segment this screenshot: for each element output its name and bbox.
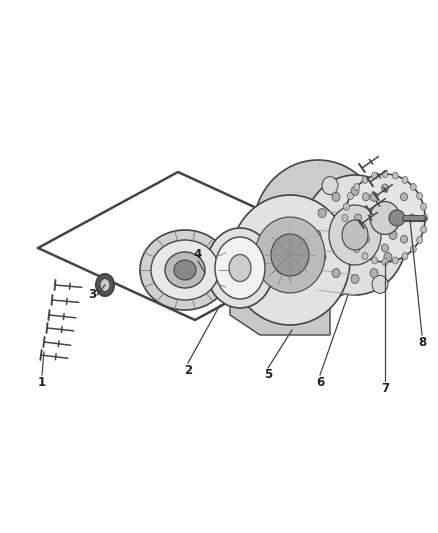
Ellipse shape (382, 259, 388, 265)
Ellipse shape (392, 172, 398, 179)
Ellipse shape (362, 193, 369, 201)
Ellipse shape (420, 226, 427, 233)
Ellipse shape (100, 279, 110, 292)
Ellipse shape (275, 252, 295, 274)
Ellipse shape (410, 183, 416, 190)
Ellipse shape (389, 230, 397, 239)
Ellipse shape (313, 230, 321, 239)
Ellipse shape (410, 246, 416, 253)
Ellipse shape (389, 210, 405, 226)
Ellipse shape (271, 234, 309, 276)
Ellipse shape (332, 192, 340, 201)
Ellipse shape (372, 176, 388, 195)
Ellipse shape (343, 203, 350, 210)
Ellipse shape (362, 176, 368, 183)
Text: 1: 1 (38, 376, 46, 389)
Text: 8: 8 (418, 335, 426, 349)
Ellipse shape (351, 274, 359, 284)
Text: 4: 4 (194, 248, 202, 262)
Ellipse shape (370, 201, 400, 235)
Ellipse shape (382, 171, 388, 177)
Ellipse shape (347, 192, 353, 199)
Ellipse shape (322, 276, 338, 293)
Ellipse shape (397, 226, 413, 244)
Ellipse shape (372, 276, 388, 293)
Ellipse shape (402, 253, 408, 260)
Ellipse shape (342, 220, 368, 250)
Text: 3: 3 (88, 288, 96, 302)
Ellipse shape (422, 214, 428, 222)
Ellipse shape (381, 184, 389, 192)
Ellipse shape (392, 257, 398, 264)
Ellipse shape (322, 176, 338, 195)
Ellipse shape (370, 192, 378, 201)
Ellipse shape (351, 187, 359, 196)
Ellipse shape (318, 253, 326, 262)
Ellipse shape (151, 240, 219, 300)
Ellipse shape (230, 195, 350, 325)
Text: 6: 6 (316, 376, 324, 389)
Ellipse shape (362, 253, 368, 260)
Ellipse shape (318, 208, 326, 217)
Ellipse shape (347, 237, 353, 244)
Ellipse shape (401, 193, 408, 201)
Ellipse shape (253, 160, 383, 300)
Ellipse shape (402, 176, 408, 183)
Ellipse shape (409, 214, 416, 222)
Ellipse shape (165, 252, 205, 288)
Ellipse shape (297, 226, 313, 244)
Ellipse shape (381, 244, 389, 252)
Polygon shape (230, 280, 330, 335)
Ellipse shape (420, 203, 427, 210)
Ellipse shape (206, 228, 274, 308)
Ellipse shape (370, 269, 378, 278)
Ellipse shape (343, 226, 350, 233)
Ellipse shape (417, 237, 423, 244)
Ellipse shape (372, 257, 378, 264)
Ellipse shape (372, 172, 378, 179)
Ellipse shape (342, 214, 348, 222)
Ellipse shape (266, 242, 304, 284)
Ellipse shape (384, 253, 392, 262)
Ellipse shape (354, 183, 360, 190)
Ellipse shape (332, 269, 340, 278)
Ellipse shape (229, 254, 251, 281)
Ellipse shape (303, 175, 407, 295)
Ellipse shape (215, 237, 265, 299)
Ellipse shape (354, 214, 361, 222)
Ellipse shape (354, 246, 360, 253)
Text: 5: 5 (264, 368, 272, 382)
Ellipse shape (401, 235, 408, 243)
Text: 7: 7 (381, 382, 389, 394)
Ellipse shape (384, 208, 392, 217)
Ellipse shape (96, 274, 114, 296)
Ellipse shape (417, 192, 423, 199)
Ellipse shape (345, 174, 425, 262)
Ellipse shape (140, 230, 230, 310)
Ellipse shape (255, 217, 325, 293)
Ellipse shape (329, 205, 381, 265)
Ellipse shape (174, 260, 196, 280)
Ellipse shape (362, 235, 369, 243)
Text: 2: 2 (184, 364, 192, 376)
